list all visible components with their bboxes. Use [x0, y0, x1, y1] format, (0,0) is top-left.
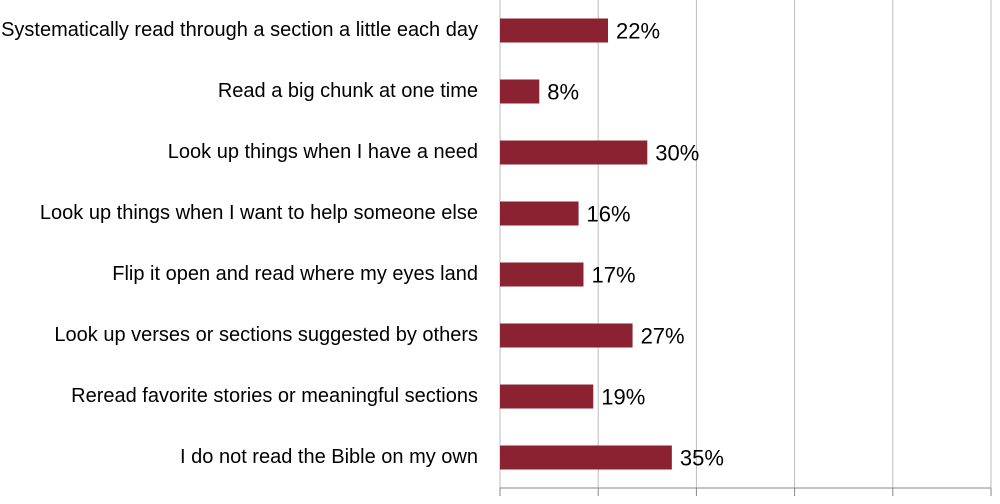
value-label: 8%: [547, 79, 579, 104]
category-label: Look up things when I have a need: [167, 141, 478, 163]
value-label: 19%: [601, 384, 645, 409]
category-label: Look up verses or sections suggested by …: [54, 324, 478, 346]
bar: [500, 323, 633, 348]
category-label: Read a big chunk at one time: [217, 80, 478, 102]
bar: [500, 140, 648, 165]
bar: [500, 445, 672, 470]
value-label: 27%: [641, 323, 685, 348]
bar: [500, 18, 609, 43]
bar: [500, 262, 584, 287]
category-label: Look up things when I want to help someo…: [39, 202, 478, 224]
category-label: I do not read the Bible on my own: [180, 446, 478, 468]
category-label: Systematically read through a section a …: [1, 19, 478, 41]
bar: [500, 201, 579, 226]
value-label: 30%: [655, 140, 699, 165]
bar: [500, 79, 540, 104]
value-label: 17%: [591, 262, 635, 287]
category-label: Reread favorite stories or meaningful se…: [71, 385, 478, 407]
category-label: Flip it open and read where my eyes land: [112, 263, 478, 285]
value-label: 22%: [616, 18, 660, 43]
bar: [500, 384, 594, 409]
value-label: 16%: [587, 201, 631, 226]
value-label: 35%: [680, 445, 724, 470]
